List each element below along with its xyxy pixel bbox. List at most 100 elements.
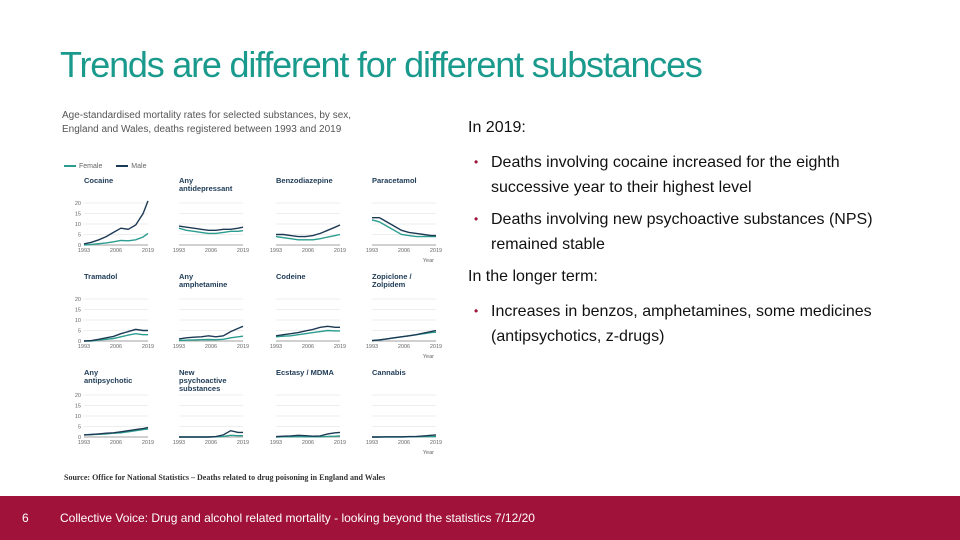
series-line-male bbox=[371, 329, 437, 342]
series-line-female bbox=[371, 219, 436, 238]
panel-title: Benzodiazepine bbox=[276, 176, 333, 185]
y-tick-label: 15 bbox=[75, 308, 81, 314]
panel-codeine: Codeine 1993 2006 2019 bbox=[270, 272, 346, 350]
series-line-male bbox=[372, 216, 436, 237]
x-tick-label: 2006 bbox=[205, 440, 217, 446]
y-tick-label: 10 bbox=[75, 318, 81, 324]
x-tick-label: 1993 bbox=[173, 344, 185, 350]
panel-title: Cannabis bbox=[372, 368, 406, 377]
x-tick-label: 2019 bbox=[142, 344, 154, 350]
chart-legend: Female Male bbox=[64, 163, 158, 170]
panel-title: Any bbox=[179, 272, 194, 281]
figure-caption-line-2: England and Wales, deaths registered bet… bbox=[62, 124, 342, 135]
x-tick-label: 2019 bbox=[142, 440, 154, 446]
x-tick-label: 2019 bbox=[237, 248, 249, 254]
series-line-female bbox=[275, 435, 341, 438]
figure-caption-line-1: Age-standardised mortality rates for sel… bbox=[62, 110, 352, 121]
x-tick-label: 1993 bbox=[78, 440, 90, 446]
panel-title: Any bbox=[84, 368, 99, 377]
panel-title: Cocaine bbox=[84, 176, 113, 185]
y-tick-label: 20 bbox=[75, 393, 81, 399]
panel-paracetamol: Paracetamol 1993 2006 2019 Year bbox=[366, 176, 442, 264]
y-tick-label: 5 bbox=[78, 233, 81, 239]
x-tick-label: 1993 bbox=[173, 248, 185, 254]
legend-swatch-female bbox=[64, 165, 76, 168]
x-tick-label: 2006 bbox=[302, 248, 314, 254]
bullet-dot: • bbox=[474, 155, 479, 169]
series-line-female bbox=[83, 232, 149, 246]
slide-title: Trends are different for different subst… bbox=[60, 44, 703, 85]
panel-ecstasy-mdma: Ecstasy / MDMA 1993 2006 2019 bbox=[270, 368, 346, 446]
x-tick-label: 2006 bbox=[110, 344, 122, 350]
x-tick-label: 2019 bbox=[430, 248, 442, 254]
y-tick-label: 5 bbox=[78, 425, 81, 431]
x-tick-label: 2006 bbox=[398, 248, 410, 254]
series-line-male bbox=[275, 325, 340, 337]
bullet-2019-2: • Deaths involving new psychoactive subst… bbox=[468, 207, 908, 257]
series-line-male bbox=[83, 426, 149, 436]
x-tick-label: 2006 bbox=[110, 248, 122, 254]
x-tick-label: 2019 bbox=[237, 344, 249, 350]
x-tick-label: 2019 bbox=[334, 248, 346, 254]
series-line-male bbox=[276, 224, 341, 238]
y-tick-label: 0 bbox=[78, 243, 81, 249]
x-tick-label: 2006 bbox=[205, 344, 217, 350]
series-line-male bbox=[178, 325, 244, 340]
x-tick-label: 2006 bbox=[302, 344, 314, 350]
year-axis-label: Year bbox=[423, 258, 434, 264]
x-tick-label: 1993 bbox=[173, 440, 185, 446]
x-tick-label: 1993 bbox=[366, 344, 378, 350]
y-tick-label: 15 bbox=[75, 212, 81, 218]
x-tick-label: 1993 bbox=[366, 248, 378, 254]
x-tick-label: 2006 bbox=[205, 248, 217, 254]
footer-bar: 6 Collective Voice: Drug and alcohol rel… bbox=[0, 496, 960, 540]
year-axis-label: Year bbox=[423, 450, 434, 456]
bullet-dot: • bbox=[474, 304, 479, 318]
panel-zopiclone-zolpidem: Zopiclone /Zolpidem 1993 2006 2019 Year bbox=[366, 272, 442, 360]
panel-title: Tramadol bbox=[84, 272, 117, 281]
x-tick-label: 2019 bbox=[334, 440, 346, 446]
series-line-male bbox=[178, 225, 244, 232]
x-tick-label: 2006 bbox=[398, 440, 410, 446]
legend-item-female: Female bbox=[64, 163, 102, 170]
bullet-text: Deaths involving new psychoactive substa… bbox=[491, 211, 873, 253]
panel-title: antidepressant bbox=[179, 184, 233, 193]
figure-caption: Age-standardised mortality rates for sel… bbox=[62, 109, 382, 137]
bullet-2019-1: • Deaths involving cocaine increased for … bbox=[468, 150, 908, 200]
panel-title: amphetamine bbox=[179, 280, 227, 289]
x-tick-label: 2019 bbox=[430, 344, 442, 350]
bullet-text: Deaths involving cocaine increased for t… bbox=[491, 154, 840, 196]
x-tick-label: 1993 bbox=[270, 248, 282, 254]
panel-tramadol: Tramadol 0 5 10 15 20 1993 2006 2019 bbox=[75, 272, 154, 350]
y-tick-label: 0 bbox=[78, 435, 81, 441]
x-tick-label: 1993 bbox=[78, 344, 90, 350]
series-line-male bbox=[372, 434, 437, 438]
bullet-dot: • bbox=[474, 212, 479, 226]
panel-title: Any bbox=[179, 176, 194, 185]
series-line-male bbox=[83, 328, 148, 342]
bullet-text: Increases in benzos, amphetamines, some … bbox=[491, 303, 872, 345]
x-tick-label: 2006 bbox=[110, 440, 122, 446]
x-tick-label: 1993 bbox=[78, 248, 90, 254]
panel-title: Zopiclone / bbox=[372, 272, 413, 281]
y-tick-label: 0 bbox=[78, 339, 81, 345]
x-tick-label: 2006 bbox=[398, 344, 410, 350]
heading-2019: In 2019: bbox=[468, 119, 526, 136]
panel-title: substances bbox=[179, 384, 220, 393]
y-tick-label: 10 bbox=[75, 414, 81, 420]
year-axis-label: Year bbox=[423, 354, 434, 360]
y-tick-label: 20 bbox=[75, 201, 81, 207]
series-line-female bbox=[275, 233, 341, 241]
legend-label-female: Female bbox=[79, 163, 103, 170]
panel-cocaine: Cocaine 0 5 10 15 20 1993 2006 2019 bbox=[75, 176, 154, 254]
series-line-male bbox=[83, 200, 149, 245]
x-tick-label: 1993 bbox=[366, 440, 378, 446]
y-tick-label: 15 bbox=[75, 404, 81, 410]
legend-swatch-male bbox=[116, 165, 129, 168]
legend-label-male: Male bbox=[131, 163, 147, 170]
y-tick-label: 20 bbox=[75, 297, 81, 303]
